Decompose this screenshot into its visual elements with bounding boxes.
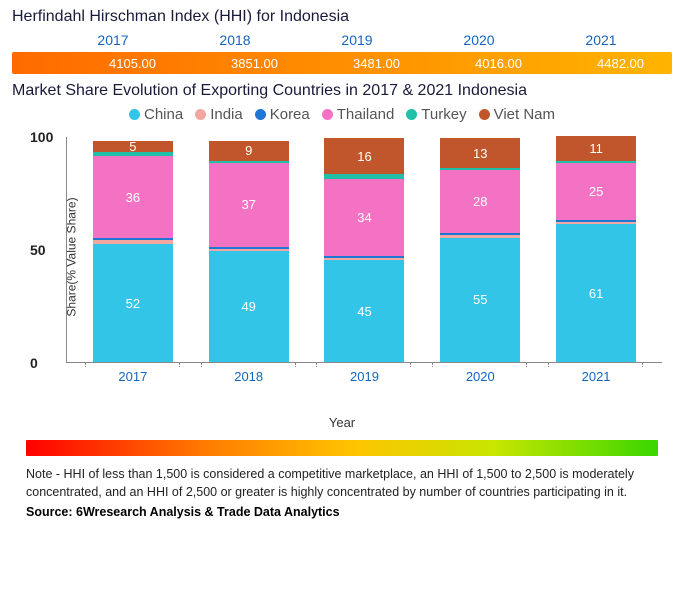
x-tick: 2018	[209, 369, 289, 384]
hhi-year: 2021	[540, 32, 662, 48]
chart-title: Market Share Evolution of Exporting Coun…	[12, 82, 672, 100]
legend-item-vietnam: Viet Nam	[479, 106, 555, 123]
legend-label: Viet Nam	[494, 106, 555, 123]
bar-segment-china: 55	[440, 238, 520, 362]
hhi-value: 3851.00	[174, 56, 296, 71]
chart-area: Share(% Value Share) 100 50 0 5236549379…	[66, 127, 662, 387]
bar-segment-thailand: 34	[324, 179, 404, 256]
legend-label: Korea	[270, 106, 310, 123]
bar-column: 612511	[556, 136, 636, 362]
bar-segment-thailand: 28	[440, 170, 520, 233]
bar-column: 5236 5	[93, 141, 173, 362]
x-tick: 2020	[440, 369, 520, 384]
hhi-note: Note - HHI of less than 1,500 is conside…	[12, 466, 672, 501]
hhi-years-row: 2017 2018 2019 2020 2021	[12, 32, 672, 48]
hhi-value: 4482.00	[540, 56, 662, 71]
legend-dot	[479, 109, 490, 120]
legend-item-korea: Korea	[255, 106, 310, 123]
legend-dot	[255, 109, 266, 120]
bar-segment-china: 49	[209, 251, 289, 362]
legend-dot	[195, 109, 206, 120]
y-tick-50: 50	[30, 242, 46, 258]
hhi-title: Herfindahl Hirschman Index (HHI) for Ind…	[12, 8, 672, 26]
legend-dot	[406, 109, 417, 120]
legend-label: China	[144, 106, 183, 123]
chart-legend: China India Korea Thailand Turkey Viet N…	[12, 106, 672, 123]
spectrum-bar	[26, 440, 658, 456]
bar-segment-thailand: 37	[209, 163, 289, 247]
hhi-year: 2018	[174, 32, 296, 48]
bar-segment-vietnam: 13	[440, 138, 520, 167]
x-tick: 2017	[93, 369, 173, 384]
source-label: Source: 6Wresearch Analysis & Trade Data…	[12, 501, 672, 519]
bar-segment-vietnam: 11	[556, 136, 636, 161]
bar-column: 49379	[209, 141, 289, 362]
bar-segment-thailand: 36	[93, 156, 173, 237]
hhi-value: 4016.00	[418, 56, 540, 71]
legend-item-thailand: Thailand	[322, 106, 395, 123]
bar-segment-china: 61	[556, 224, 636, 362]
x-tick: 2021	[556, 369, 636, 384]
legend-dot	[129, 109, 140, 120]
bar-segment-vietnam: 9	[209, 141, 289, 161]
chart-plot: 5236549379453416552813612511 2017 2018 2…	[66, 137, 662, 363]
legend-item-india: India	[195, 106, 243, 123]
hhi-year: 2019	[296, 32, 418, 48]
legend-item-china: China	[129, 106, 183, 123]
bar-column: 5528 13	[440, 138, 520, 362]
x-tick-row: 2017 2018 2019 2020 2021	[67, 369, 662, 384]
legend-label: Thailand	[337, 106, 395, 123]
bar-segment-vietnam: 5	[93, 141, 173, 152]
bar-segment-vietnam: 16	[324, 138, 404, 174]
hhi-year: 2020	[418, 32, 540, 48]
y-tick-100: 100	[30, 129, 53, 145]
hhi-year: 2017	[52, 32, 174, 48]
page-root: Herfindahl Hirschman Index (HHI) for Ind…	[0, 0, 684, 527]
y-tick-0: 0	[30, 355, 38, 371]
bars-container: 5236 5 49379 4534 16 5528 13 612511	[67, 137, 662, 362]
hhi-table: 2017 2018 2019 2020 2021 4105.00 3851.00…	[12, 32, 672, 74]
hhi-values-row: 4105.00 3851.00 3481.00 4016.00 4482.00	[12, 52, 672, 74]
bar-column: 4534 16	[324, 138, 404, 362]
hhi-value: 4105.00	[52, 56, 174, 71]
bar-segment-china: 52	[93, 244, 173, 362]
hhi-value: 3481.00	[296, 56, 418, 71]
legend-item-turkey: Turkey	[406, 106, 466, 123]
x-axis-label: Year	[12, 415, 672, 430]
legend-label: India	[210, 106, 243, 123]
bar-segment-thailand: 25	[556, 163, 636, 220]
bar-segment-china: 45	[324, 260, 404, 362]
legend-dot	[322, 109, 333, 120]
legend-label: Turkey	[421, 106, 466, 123]
x-tick: 2019	[324, 369, 404, 384]
